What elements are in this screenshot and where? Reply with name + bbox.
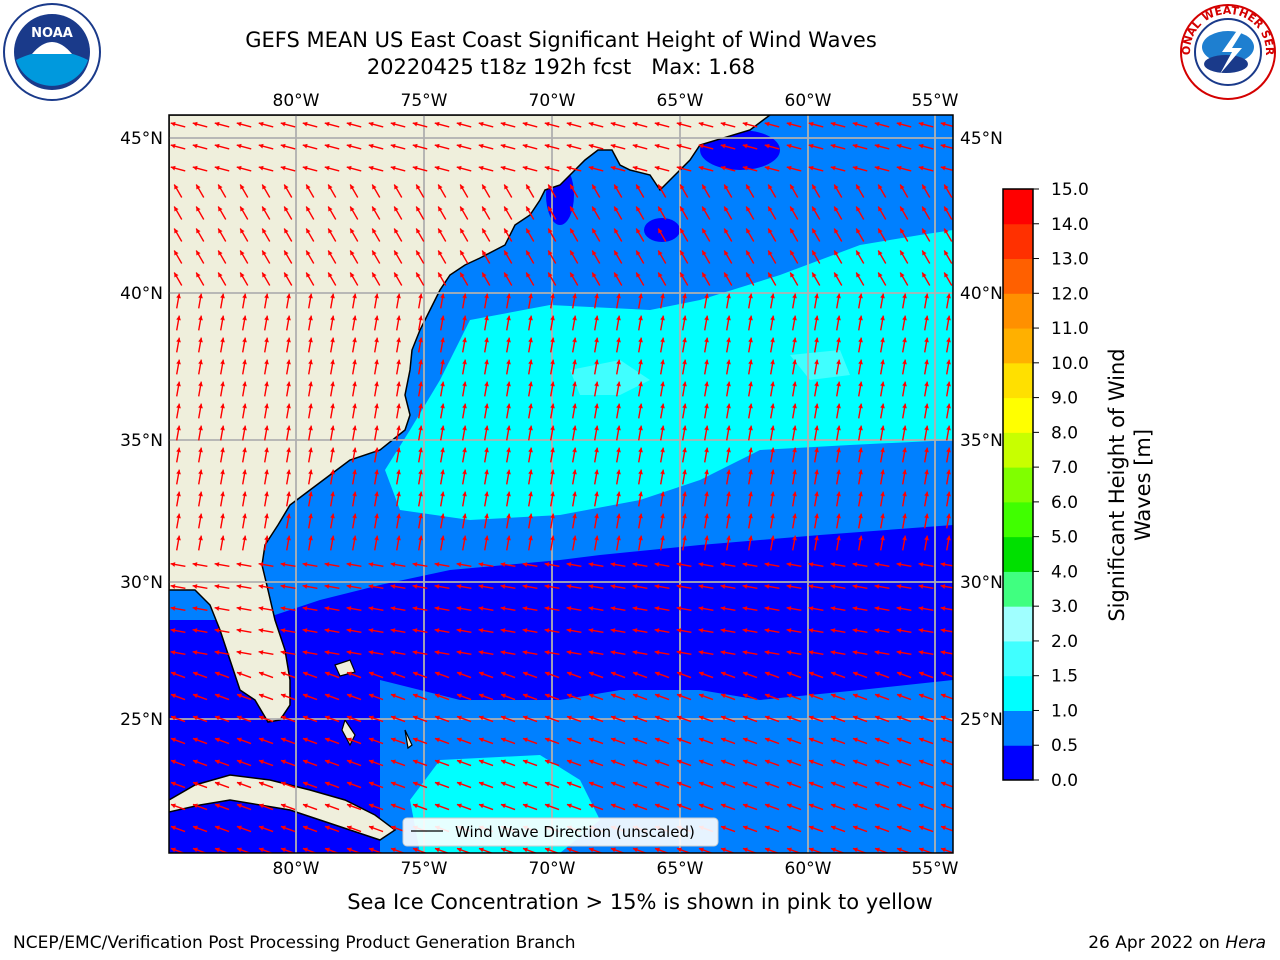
colorbar-tick-label: 10.0 — [1051, 354, 1089, 374]
map-frame — [168, 114, 954, 854]
colorbar-tick-label: 0.0 — [1051, 771, 1078, 791]
svg-text:80°W: 80°W — [273, 91, 320, 111]
chart-title: GEFS MEAN US East Coast Significant Heig… — [245, 28, 877, 52]
svg-text:70°W: 70°W — [529, 859, 576, 879]
noaa-logo: NOAA — [3, 3, 101, 101]
sea-ice-note: Sea Ice Concentration > 15% is shown in … — [347, 890, 933, 914]
colorbar-tick-label: 8.0 — [1051, 423, 1078, 443]
colorbar-tick-label: 7.0 — [1051, 458, 1078, 478]
lat-ticks-right: 45°N 40°N 35°N 30°N 25°N — [960, 129, 1003, 730]
colorbar-segment — [1003, 223, 1033, 260]
lon-ticks-bottom: 80°W 75°W 70°W 65°W 60°W 55°W — [273, 859, 959, 879]
colorbar-tick-label: 4.0 — [1051, 562, 1078, 582]
svg-text:25°N: 25°N — [960, 710, 1003, 730]
colorbar-tick-label: 6.0 — [1051, 493, 1078, 513]
lon-ticks-top: 80°W 75°W 70°W 65°W 60°W 55°W — [273, 91, 959, 111]
colorbar-tick-label: 1.0 — [1051, 701, 1078, 721]
colorbar-segment — [1003, 571, 1033, 607]
svg-text:60°W: 60°W — [785, 859, 832, 879]
map-gridlines — [169, 115, 953, 853]
svg-text:55°W: 55°W — [912, 91, 959, 111]
colorbar-tick-label: 12.0 — [1051, 284, 1089, 304]
colorbar-segment — [1003, 710, 1033, 746]
wave-region-light-cyan-2 — [790, 350, 850, 380]
svg-text:80°W: 80°W — [273, 859, 320, 879]
chart-subtitle: 20220425 t18z 192h fcst Max: 1.68 — [366, 55, 756, 79]
svg-text:35°N: 35°N — [120, 431, 163, 451]
svg-text:55°W: 55°W — [912, 859, 959, 879]
footer-date: 26 Apr 2022 on Hera — [1088, 933, 1266, 953]
colorbar-segment — [1003, 432, 1033, 468]
wave-direction-legend: Wind Wave Direction (unscaled) — [402, 817, 719, 847]
colorbar-segment — [1003, 328, 1033, 364]
svg-text:65°W: 65°W — [657, 91, 704, 111]
colorbar-tick-label: 11.0 — [1051, 319, 1089, 339]
land-north-america — [169, 115, 772, 723]
colorbar-tick-label: 14.0 — [1051, 215, 1089, 235]
svg-text:45°N: 45°N — [960, 129, 1003, 149]
colorbar-segment — [1003, 536, 1033, 572]
svg-text:40°N: 40°N — [120, 284, 163, 304]
colorbar: 15.0 14.0 13.0 12.0 11.0 10.0 9.0 8.0 7.0 6.0 5.0 4… — [1002, 180, 1089, 791]
wave-region-cyan — [385, 230, 953, 520]
svg-text:65°W: 65°W — [657, 859, 704, 879]
footer-credit: NCEP/EMC/Verification Post Processing Pr… — [13, 933, 576, 953]
svg-text:45°N: 45°N — [120, 129, 163, 149]
colorbar-segment — [1003, 501, 1033, 538]
svg-text:NOAA: NOAA — [31, 26, 73, 41]
colorbar-tick-label: 3.0 — [1051, 597, 1078, 617]
colorbar-segment — [1003, 397, 1033, 433]
colorbar-segment — [1003, 675, 1033, 711]
svg-text:60°W: 60°W — [785, 91, 832, 111]
svg-text:25°N: 25°N — [120, 710, 163, 730]
lat-ticks-left: 45°N 40°N 35°N 30°N 25°N — [120, 129, 163, 730]
colorbar-segment — [1003, 467, 1033, 503]
colorbar-tick-label: 5.0 — [1051, 528, 1078, 548]
colorbar-tick-label: 15.0 — [1051, 180, 1089, 200]
land-cuba — [169, 774, 397, 841]
colorbar-segment — [1003, 362, 1033, 399]
nws-logo: NATIONAL WEATHER SERVICE — [1178, 2, 1276, 100]
svg-text:75°W: 75°W — [401, 91, 448, 111]
svg-text:40°N: 40°N — [960, 284, 1003, 304]
colorbar-segment — [1003, 640, 1033, 677]
wave-direction-arrows — [170, 121, 953, 853]
colorbar-tick-label: 1.5 — [1051, 667, 1078, 687]
svg-text:30°N: 30°N — [120, 573, 163, 593]
colorbar-segment — [1003, 293, 1033, 329]
svg-text:35°N: 35°N — [960, 431, 1003, 451]
svg-text:Wind Wave Direction (unscaled): Wind Wave Direction (unscaled) — [455, 823, 695, 841]
colorbar-segment — [1003, 606, 1033, 642]
svg-text:75°W: 75°W — [401, 859, 448, 879]
svg-text:30°N: 30°N — [960, 573, 1003, 593]
colorbar-tick-label: 9.0 — [1051, 389, 1078, 409]
wave-region-light-cyan — [570, 360, 650, 395]
colorbar-tick-label: 13.0 — [1051, 250, 1089, 270]
colorbar-segment — [1003, 189, 1033, 225]
colorbar-segment — [1003, 745, 1033, 781]
colorbar-tick-label: 0.5 — [1051, 736, 1078, 756]
colorbar-segment — [1003, 258, 1033, 294]
colorbar-tick-label: 2.0 — [1051, 632, 1078, 652]
svg-text:70°W: 70°W — [529, 91, 576, 111]
